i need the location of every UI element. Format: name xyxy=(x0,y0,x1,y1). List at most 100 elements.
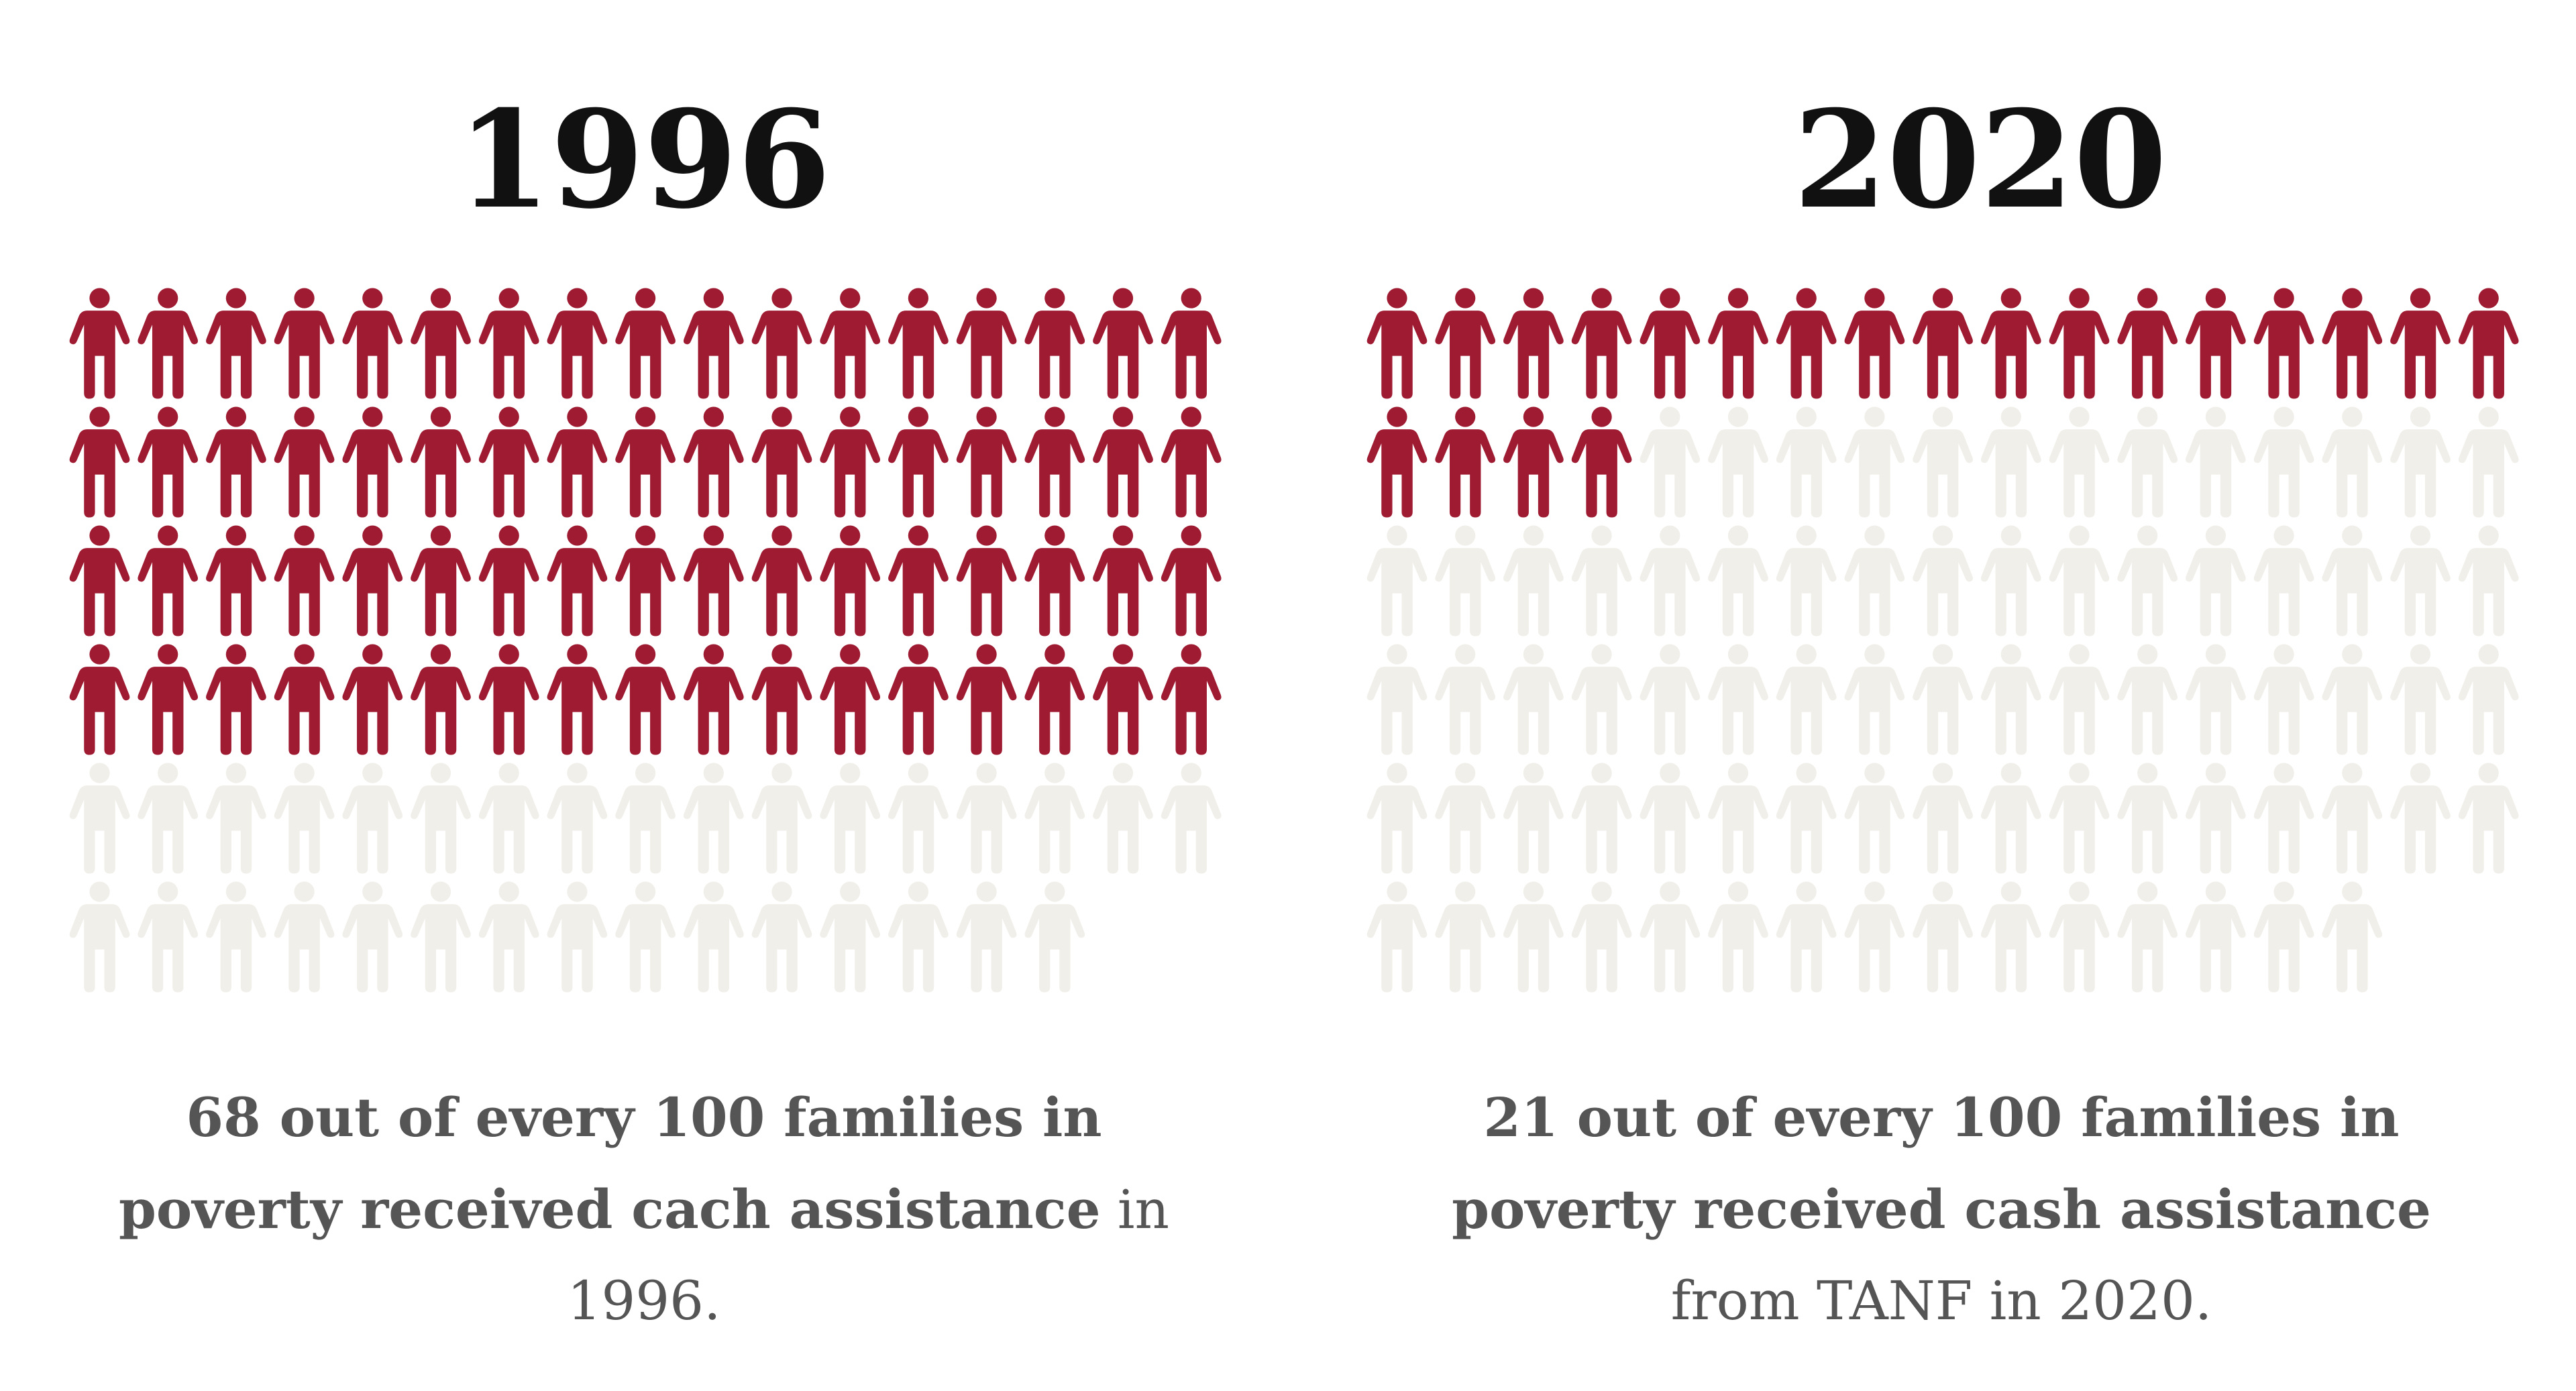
person-icon xyxy=(206,288,266,399)
person-icon xyxy=(342,288,403,399)
person-icon xyxy=(888,644,949,755)
person-icon xyxy=(1913,288,1973,399)
person-icon xyxy=(2322,406,2383,518)
person-icon xyxy=(411,644,471,755)
person-icon xyxy=(1503,406,1564,518)
person-icon xyxy=(1366,763,1428,874)
person-icon xyxy=(342,406,403,518)
person-icon xyxy=(1503,525,1564,636)
person-icon xyxy=(956,644,1017,755)
person-icon xyxy=(1366,525,1428,636)
person-icon xyxy=(2390,288,2451,399)
person-icon xyxy=(1161,644,1222,755)
person-icon xyxy=(888,525,949,636)
person-icon xyxy=(2117,525,2178,636)
caption: 68 out of every 100 families in poverty … xyxy=(114,1072,1174,1347)
person-icon xyxy=(547,763,608,874)
person-icon xyxy=(1435,644,1496,755)
person-icon xyxy=(2458,763,2519,874)
person-icon xyxy=(1161,763,1222,874)
person-icon xyxy=(1776,881,1837,993)
person-icon xyxy=(1640,288,1701,399)
person-icon xyxy=(2186,881,2246,993)
person-icon xyxy=(2186,288,2246,399)
person-icon xyxy=(2253,644,2314,755)
person-icon xyxy=(478,881,539,993)
person-icon xyxy=(2049,763,2110,874)
person-icon xyxy=(751,406,812,518)
person-icon xyxy=(342,763,403,874)
person-icon xyxy=(2322,763,2383,874)
person-icon xyxy=(2322,881,2383,993)
caption-bold: 21 out of every 100 families in poverty … xyxy=(1452,1086,2431,1241)
person-icon xyxy=(2049,881,2110,993)
person-icon xyxy=(1161,406,1222,518)
person-icon xyxy=(1980,644,2041,755)
person-icon xyxy=(2322,525,2383,636)
person-icon xyxy=(274,644,335,755)
person-icon xyxy=(1571,881,1632,993)
person-icon xyxy=(888,288,949,399)
person-icon xyxy=(478,406,539,518)
person-icon xyxy=(1844,288,1905,399)
person-icon xyxy=(1913,881,1973,993)
person-icon xyxy=(138,406,199,518)
person-icon xyxy=(2322,644,2383,755)
person-icon xyxy=(1571,525,1632,636)
person-icon xyxy=(683,406,744,518)
person-icon xyxy=(1435,525,1496,636)
person-icon xyxy=(206,881,266,993)
person-icon xyxy=(1844,763,1905,874)
person-icon xyxy=(2186,406,2246,518)
person-icon xyxy=(615,881,676,993)
person-icon xyxy=(1435,406,1496,518)
person-icon xyxy=(615,644,676,755)
person-icon xyxy=(2390,525,2451,636)
person-icon xyxy=(478,525,539,636)
person-icon xyxy=(956,881,1017,993)
person-icon xyxy=(1708,525,1768,636)
person-icon xyxy=(1913,644,1973,755)
person-icon xyxy=(2117,881,2178,993)
person-icon xyxy=(69,644,130,755)
person-icon xyxy=(1776,525,1837,636)
person-icon xyxy=(2458,525,2519,636)
person-icon xyxy=(138,763,199,874)
person-icon xyxy=(2253,763,2314,874)
person-icon xyxy=(1708,763,1768,874)
person-icon xyxy=(1844,881,1905,993)
person-icon xyxy=(2458,406,2519,518)
person-icon xyxy=(1913,525,1973,636)
person-icon xyxy=(1640,644,1701,755)
person-icon xyxy=(2049,525,2110,636)
person-icon xyxy=(1503,644,1564,755)
person-icon xyxy=(2186,525,2246,636)
person-icon xyxy=(69,881,130,993)
person-icon xyxy=(2322,288,2383,399)
person-icon xyxy=(820,288,881,399)
caption-rest: in 1996. xyxy=(567,1178,1170,1332)
person-icon xyxy=(1708,881,1768,993)
person-icon xyxy=(547,881,608,993)
person-icon xyxy=(615,406,676,518)
caption-bold: 68 out of every 100 families in poverty … xyxy=(118,1086,1102,1241)
person-icon xyxy=(956,525,1017,636)
person-icon xyxy=(1435,881,1496,993)
person-icon xyxy=(1093,525,1153,636)
person-icon xyxy=(478,763,539,874)
person-icon xyxy=(615,525,676,636)
person-icon xyxy=(2186,763,2246,874)
person-icon xyxy=(69,763,130,874)
person-icon xyxy=(1980,525,2041,636)
person-icon xyxy=(342,644,403,755)
person-icon xyxy=(2117,406,2178,518)
person-icon xyxy=(138,525,199,636)
person-icon xyxy=(1093,763,1153,874)
person-icon xyxy=(547,288,608,399)
person-icon xyxy=(1571,644,1632,755)
person-icon xyxy=(274,288,335,399)
person-icon xyxy=(1024,525,1085,636)
person-icon xyxy=(2390,406,2451,518)
person-icon xyxy=(2049,288,2110,399)
person-icon xyxy=(1640,406,1701,518)
